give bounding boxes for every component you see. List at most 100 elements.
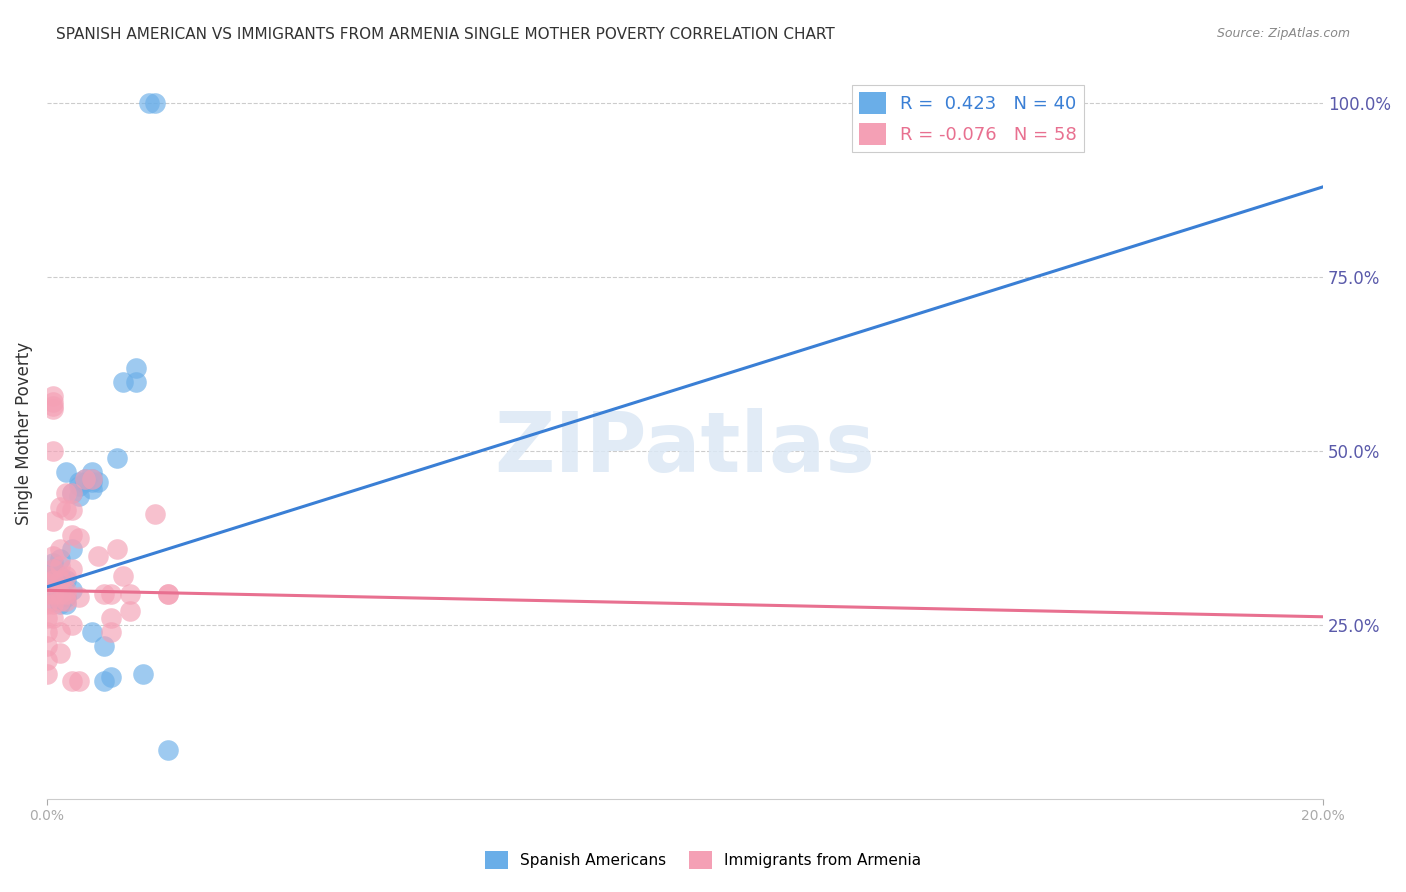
Point [75, 472, 97, 486]
Point [93, 673, 115, 688]
Point [67, 673, 90, 688]
Point [55, 486, 77, 500]
Point [145, 96, 167, 111]
Point [62, 503, 84, 517]
Point [55, 594, 77, 608]
Point [48, 573, 70, 587]
Point [131, 666, 153, 681]
Legend: R =  0.423   N = 40, R = -0.076   N = 58: R = 0.423 N = 40, R = -0.076 N = 58 [852, 85, 1084, 153]
Point [118, 587, 141, 601]
Point [48, 559, 70, 574]
Text: ZIPatlas: ZIPatlas [495, 408, 876, 489]
Point [100, 587, 122, 601]
Point [75, 472, 97, 486]
Point [42, 573, 65, 587]
Point [138, 96, 160, 111]
Point [48, 500, 70, 514]
Point [105, 451, 128, 466]
Point [125, 375, 148, 389]
Point [62, 618, 84, 632]
Y-axis label: Single Mother Poverty: Single Mother Poverty [15, 343, 32, 525]
Point [157, 587, 180, 601]
Text: Source: ZipAtlas.com: Source: ZipAtlas.com [1216, 27, 1350, 40]
Point [42, 611, 65, 625]
Point [35, 653, 58, 667]
Point [67, 479, 90, 493]
Point [42, 402, 65, 417]
Point [62, 486, 84, 500]
Point [67, 490, 90, 504]
Point [55, 591, 77, 605]
Point [35, 666, 58, 681]
Point [157, 587, 180, 601]
Point [55, 587, 77, 601]
Point [100, 625, 122, 640]
Point [48, 587, 70, 601]
Point [42, 514, 65, 528]
Point [80, 472, 103, 486]
Point [55, 465, 77, 479]
Point [62, 673, 84, 688]
Point [42, 556, 65, 570]
Point [62, 527, 84, 541]
Point [118, 604, 141, 618]
Point [35, 573, 58, 587]
Point [42, 594, 65, 608]
Point [80, 625, 103, 640]
Point [35, 569, 58, 583]
Point [67, 475, 90, 490]
Point [80, 472, 103, 486]
Point [35, 597, 58, 611]
Point [80, 465, 103, 479]
Point [62, 583, 84, 598]
Point [62, 486, 84, 500]
Point [42, 395, 65, 409]
Point [48, 625, 70, 640]
Text: SPANISH AMERICAN VS IMMIGRANTS FROM ARMENIA SINGLE MOTHER POVERTY CORRELATION CH: SPANISH AMERICAN VS IMMIGRANTS FROM ARME… [56, 27, 835, 42]
Point [112, 375, 135, 389]
Point [62, 541, 84, 556]
Point [42, 587, 65, 601]
Point [100, 670, 122, 684]
Point [80, 475, 103, 490]
Point [55, 573, 77, 587]
Point [112, 569, 135, 583]
Point [48, 587, 70, 601]
Point [35, 576, 58, 591]
Point [125, 360, 148, 375]
Point [42, 587, 65, 601]
Point [42, 444, 65, 458]
Point [145, 507, 167, 521]
Point [35, 611, 58, 625]
Point [42, 583, 65, 598]
Point [67, 591, 90, 605]
Point [55, 569, 77, 583]
Point [67, 531, 90, 545]
Point [42, 388, 65, 402]
Point [87, 549, 110, 563]
Point [48, 597, 70, 611]
Point [35, 587, 58, 601]
Point [48, 646, 70, 660]
Point [35, 625, 58, 640]
Point [105, 541, 128, 556]
Point [100, 611, 122, 625]
Point [157, 743, 180, 757]
Point [48, 541, 70, 556]
Point [93, 587, 115, 601]
Point [55, 583, 77, 598]
Point [48, 569, 70, 583]
Point [48, 594, 70, 608]
Point [48, 552, 70, 566]
Point [35, 639, 58, 653]
Point [55, 597, 77, 611]
Point [80, 483, 103, 497]
Point [75, 475, 97, 490]
Legend: Spanish Americans, Immigrants from Armenia: Spanish Americans, Immigrants from Armen… [478, 845, 928, 875]
Point [55, 503, 77, 517]
Point [42, 562, 65, 576]
Point [42, 597, 65, 611]
Point [35, 569, 58, 583]
Point [87, 475, 110, 490]
Point [42, 399, 65, 413]
